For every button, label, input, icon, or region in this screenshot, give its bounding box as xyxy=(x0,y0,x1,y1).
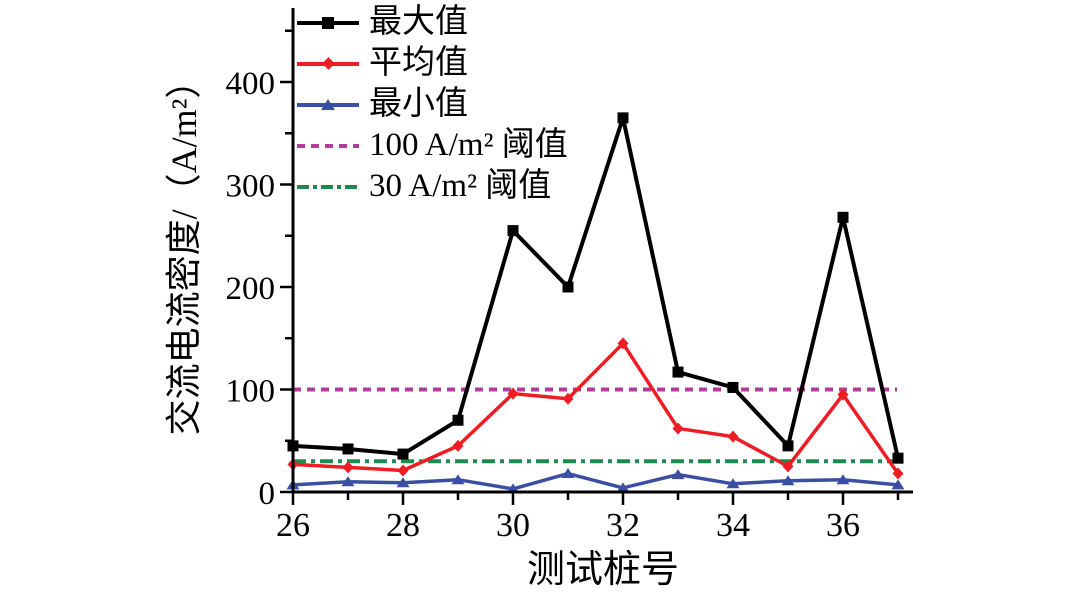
min-line-sample xyxy=(297,95,359,115)
series-min-line xyxy=(292,471,899,491)
plot-area: 0 100 200 300 400 26 28 30 32 34 36 xyxy=(226,8,913,544)
series-avg-marker xyxy=(562,392,574,405)
y-tick-label: 400 xyxy=(226,66,276,102)
series-avg-marker xyxy=(892,467,904,480)
series-avg-marker xyxy=(507,387,519,400)
series-max-marker xyxy=(397,448,409,460)
avg-line-sample xyxy=(297,54,359,74)
series-max-marker xyxy=(507,225,519,237)
y-tick-label: 100 xyxy=(226,373,276,409)
series-max-marker xyxy=(342,443,354,455)
series-avg-marker xyxy=(342,461,354,474)
series-min-marker xyxy=(781,475,795,486)
triangle-marker-icon xyxy=(321,98,335,110)
series-max-marker xyxy=(837,211,849,223)
y-axis-title: 交流电流密度/（A/m²） xyxy=(164,63,204,436)
legend: 最大值 平均值 最小值 100 A/m² 阈值 30 xyxy=(297,2,568,207)
dashdot-line-icon xyxy=(297,184,359,189)
y-tick-label: 300 xyxy=(226,168,276,204)
series-max-marker xyxy=(892,452,904,464)
legend-label-threshold-100: 100 A/m² 阈值 xyxy=(369,127,568,163)
series-min-marker xyxy=(836,474,850,485)
dashed-line-icon xyxy=(297,143,359,148)
series-min-marker xyxy=(561,468,575,479)
series-max-marker xyxy=(782,440,794,452)
series-min-marker xyxy=(451,474,465,485)
series-avg-marker xyxy=(782,460,794,473)
series-min-marker xyxy=(616,482,630,493)
x-tick-label: 28 xyxy=(386,507,420,544)
series-max-line xyxy=(292,115,900,459)
x-tick-label: 30 xyxy=(496,507,530,544)
legend-item-threshold-30: 30 A/m² 阈值 xyxy=(297,166,568,207)
series-max-marker xyxy=(562,281,574,293)
series-min-marker xyxy=(396,477,410,488)
x-axis-title: 测试桩号 xyxy=(527,549,679,591)
diamond-marker-icon xyxy=(322,56,335,70)
series-min-marker xyxy=(341,476,355,487)
threshold-30-sample xyxy=(297,177,359,197)
square-marker-icon xyxy=(322,16,334,29)
x-tick-label: 34 xyxy=(716,507,750,544)
series-avg-line xyxy=(292,341,900,475)
legend-label-min: 最小值 xyxy=(369,86,468,122)
series-max-marker xyxy=(672,366,684,378)
x-tick-label: 32 xyxy=(606,507,640,544)
legend-label-max: 最大值 xyxy=(369,4,468,40)
series-avg-marker xyxy=(397,464,409,477)
threshold-100-sample xyxy=(297,136,359,156)
series-avg-marker xyxy=(617,337,629,350)
series-max-marker xyxy=(727,381,739,393)
max-line-sample xyxy=(297,13,359,33)
legend-item-avg: 平均值 xyxy=(297,43,568,84)
series-min-marker xyxy=(726,478,740,489)
series-avg-marker xyxy=(672,422,684,435)
series-avg-marker xyxy=(727,430,739,443)
legend-item-min: 最小值 xyxy=(297,84,568,125)
series-avg-marker xyxy=(837,388,849,401)
series-max-marker xyxy=(452,414,464,426)
x-tick-label: 26 xyxy=(276,507,310,544)
legend-label-threshold-30: 30 A/m² 阈值 xyxy=(369,168,552,204)
legend-item-max: 最大值 xyxy=(297,2,568,43)
series-min-marker xyxy=(891,479,905,490)
series-avg-marker xyxy=(452,439,464,452)
series-min-marker xyxy=(671,469,685,480)
series-max-marker xyxy=(617,112,629,124)
y-tick-label: 200 xyxy=(226,271,276,307)
y-tick-label: 0 xyxy=(259,476,276,512)
x-tick-label: 36 xyxy=(826,507,860,544)
legend-item-threshold-100: 100 A/m² 阈值 xyxy=(297,125,568,166)
legend-label-avg: 平均值 xyxy=(369,45,468,81)
